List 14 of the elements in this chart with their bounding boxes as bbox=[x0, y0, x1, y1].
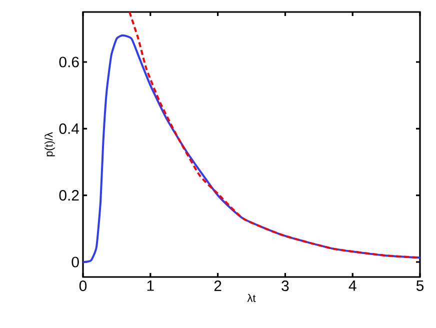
y-tick-label: 0.4 bbox=[59, 123, 80, 134]
x-axis-title: λt bbox=[247, 294, 256, 302]
y-tick-label: 0 bbox=[72, 256, 79, 268]
line-series bbox=[128, 12, 420, 259]
x-tick-label: 3 bbox=[282, 280, 289, 292]
y-tick-label: 0.2 bbox=[59, 190, 79, 201]
x-tick-label: 1 bbox=[147, 280, 154, 291]
line-series bbox=[83, 34, 420, 263]
y-axis-title: p(t)/λ bbox=[44, 132, 55, 156]
x-tick-label: 5 bbox=[416, 280, 424, 291]
y-tick-label: 0.6 bbox=[59, 56, 79, 68]
x-tick-label: 2 bbox=[214, 280, 222, 291]
x-tick-label: 4 bbox=[348, 280, 356, 291]
x-tick-label: 0 bbox=[79, 280, 87, 292]
